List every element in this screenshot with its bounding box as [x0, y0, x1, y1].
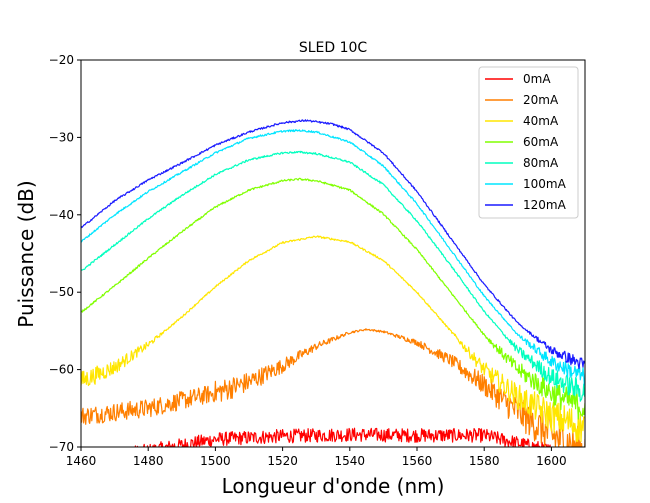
x-tick-label: 1600 [536, 454, 567, 468]
legend-label: 120mA [523, 198, 567, 212]
x-tick-label: 1540 [335, 454, 366, 468]
series-line-100mA [81, 129, 585, 386]
legend-label: 20mA [523, 93, 559, 107]
y-tick-label: −60 [49, 363, 74, 377]
x-tick-label: 1580 [469, 454, 500, 468]
y-tick-label: −30 [49, 130, 74, 144]
y-tick-label: −50 [49, 285, 74, 299]
x-tick-label: 1480 [133, 454, 164, 468]
x-tick-label: 1460 [66, 454, 97, 468]
x-tick-label: 1500 [200, 454, 231, 468]
legend-label: 80mA [523, 156, 559, 170]
series-line-20mA [81, 328, 585, 447]
legend-box [478, 66, 579, 219]
series-line-80mA [81, 150, 585, 402]
series-line-120mA [81, 119, 585, 370]
legend-label: 40mA [523, 114, 559, 128]
y-axis-label: Puissance (dB) [14, 180, 38, 327]
x-axis-label: Longueur d'onde (nm) [222, 474, 445, 498]
series-line-40mA [81, 235, 585, 443]
plot-series [81, 119, 585, 447]
x-tick-label: 1560 [402, 454, 433, 468]
legend: 0mA 20mA 40mA 60mA 80mA 100mA 120mA [478, 66, 579, 219]
plot-frame [80, 59, 586, 448]
chart-title: SLED 10C [299, 40, 368, 56]
legend-label: 0mA [523, 72, 551, 86]
x-tick-label: 1520 [267, 454, 298, 468]
y-axis: −70 −60 −50 −40 −30 −20 [49, 53, 81, 454]
y-tick-label: −70 [49, 440, 74, 454]
series-line-0mA [134, 427, 551, 447]
legend-label: 60mA [523, 135, 559, 149]
y-tick-label: −20 [49, 53, 74, 67]
y-tick-label: −40 [49, 208, 74, 222]
x-axis: 1460 1480 1500 1520 1540 1560 1580 1600 [66, 447, 567, 468]
legend-label: 100mA [523, 177, 567, 191]
series-line-60mA [81, 177, 585, 420]
